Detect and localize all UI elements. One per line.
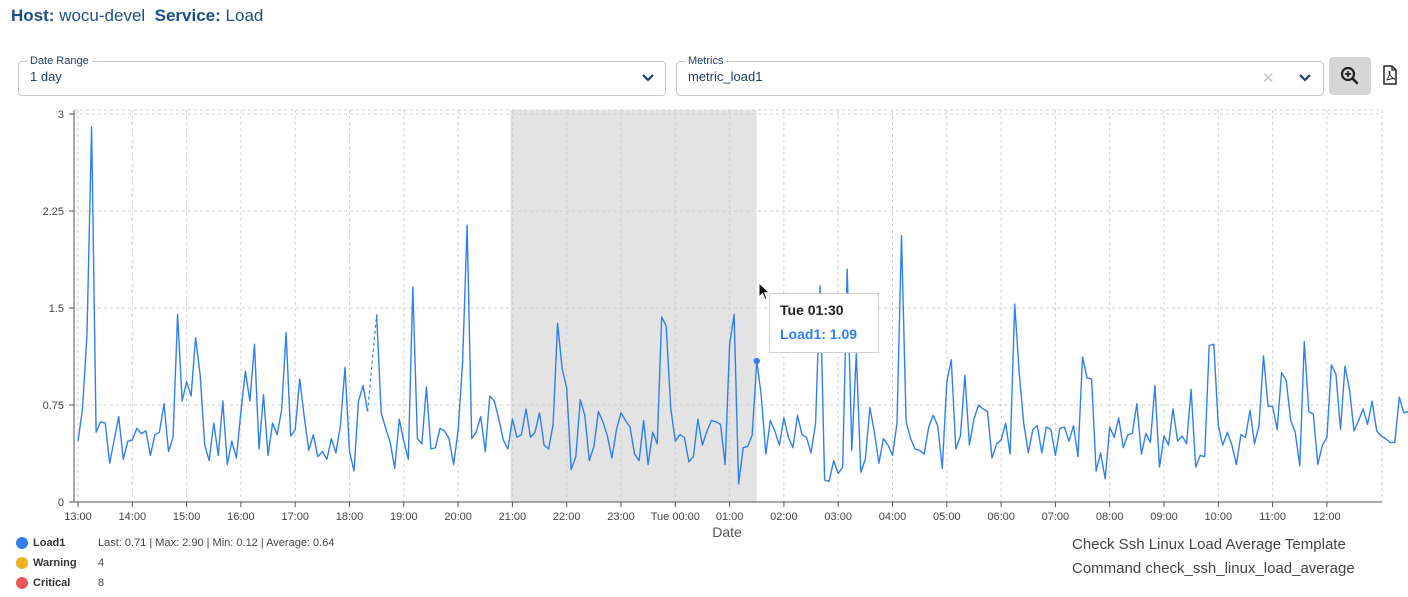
legend-name: Critical [33,577,71,589]
x-tick-label: 22:00 [553,511,581,523]
tooltip-time: Tue 01:30 [780,302,844,318]
pdf-icon[interactable] [1380,64,1400,86]
legend-stats: 8 [98,577,105,589]
x-tick-label: 10:00 [1205,511,1233,523]
y-tick-label: 0 [58,497,64,509]
x-tick-label: 12:00 [1313,511,1341,523]
x-axis-title: Date [712,524,742,540]
x-tick-label: 13:00 [64,511,92,523]
series-gap-connector [367,314,378,412]
x-tick-label: 08:00 [1096,511,1124,523]
zoom-button[interactable] [1329,57,1371,95]
series-line-load1 [375,224,1408,485]
hover-point [753,357,760,365]
metrics-select[interactable]: Metrics metric_load1 ✕ [676,54,1324,96]
metrics-label: Metrics [685,54,727,68]
host-label: Host: [11,6,55,25]
legend-stats: 4 [98,557,105,569]
x-tick-label: 21:00 [499,511,527,523]
x-tick-label: 20:00 [444,511,472,523]
service-value: Load [225,6,264,25]
legend-dot-icon [16,537,28,549]
x-tick-label: 01:00 [716,511,744,523]
x-tick-label: 03:00 [824,511,852,523]
chevron-down-icon[interactable] [641,73,655,83]
load-chart[interactable]: 0 0.75 1.5 2.25 3 13:00 14:00 15:00 16:00 17:00 18… [0,100,1408,550]
y-tick-label: 0.75 [43,400,64,412]
x-tick-label: 23:00 [607,511,635,523]
x-tick-label: 15:00 [173,511,201,523]
y-tick-label: 2.25 [43,206,64,218]
x-tick-label: 05:00 [933,511,961,523]
x-tick-label: 06:00 [987,511,1015,523]
legend-name: Load1 [33,537,66,549]
x-tick-label: 19:00 [390,511,418,523]
x-tick-label: 17:00 [281,511,309,523]
date-range-value: 1 day [30,69,62,84]
x-tick-label: 16:00 [227,511,255,523]
legend-dot-icon [16,577,28,589]
metrics-value: metric_load1 [688,69,763,84]
check-template-text: Check Ssh Linux Load Average Template [1072,536,1346,553]
legend-dot-icon [16,557,28,569]
chart-tooltip: Tue 01:30 Load1: 1.09 [769,293,879,353]
selection-band [510,110,757,502]
service-label: Service: [154,6,221,25]
y-tick-label: 1.5 [49,303,64,315]
x-tick-label: 18:00 [336,511,364,523]
x-tick-label: Tue 00:00 [651,511,700,523]
x-tick-label: 09:00 [1150,511,1178,523]
x-tick-label: 04:00 [879,511,907,523]
x-tick-label: 11:00 [1259,511,1286,523]
page-title: Host: wocu-devel Service: Load [11,6,263,26]
chevron-down-icon[interactable] [1298,73,1312,83]
y-tick-label: 3 [58,109,64,121]
tooltip-value: Load1: 1.09 [780,326,858,342]
x-tick-label: 14:00 [119,511,147,523]
host-value: wocu-devel [59,6,146,25]
x-tick-label: 07:00 [1042,511,1070,523]
date-range-label: Date Range [27,54,92,68]
zoom-in-icon [1340,66,1359,85]
x-tick-label: 02:00 [770,511,798,523]
legend-stats: Last: 0.71 | Max: 2.90 | Min: 0.12 | Ave… [98,537,335,549]
close-icon[interactable]: ✕ [1262,70,1275,87]
date-range-select[interactable]: Date Range 1 day [18,54,666,96]
mouse-pointer-icon [758,282,771,301]
command-text: Command check_ssh_linux_load_average [1072,560,1355,577]
legend-name: Warning [33,557,77,569]
series-line-load1 [77,126,369,472]
